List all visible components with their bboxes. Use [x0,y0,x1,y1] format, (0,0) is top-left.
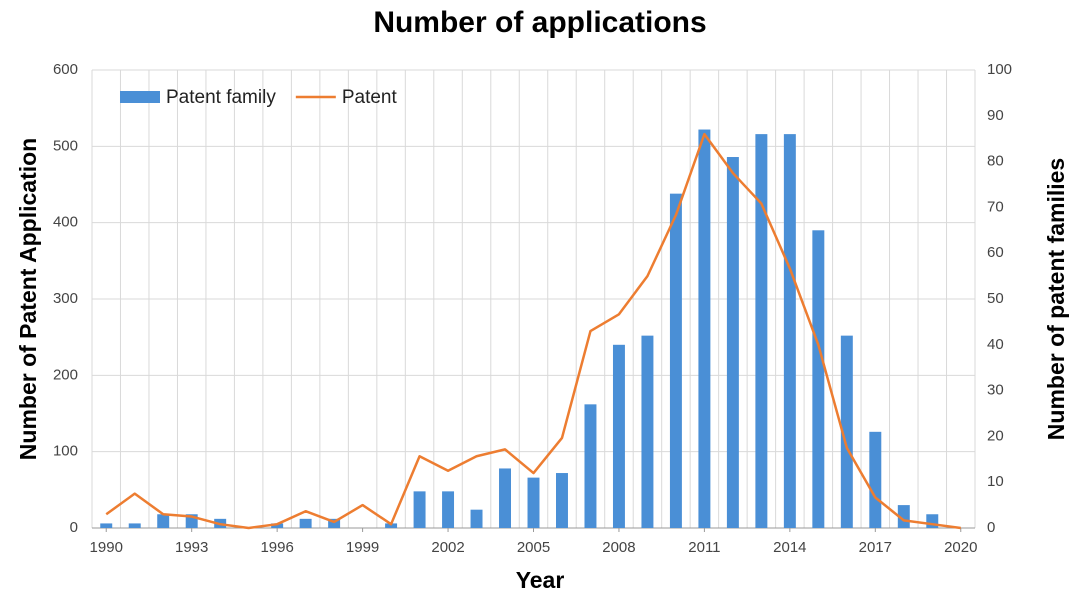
y2-tick-label: 50 [987,290,1004,307]
bar [413,491,426,528]
bar [669,193,682,528]
x-tick-label: 2020 [944,539,977,556]
bar [926,514,939,528]
y2-tick-label: 20 [987,427,1004,444]
y-tick-label: 400 [53,214,78,231]
y2-axis-title: Number of patent families [1043,158,1069,440]
x-tick-label: 2011 [688,539,720,556]
bar [840,335,853,528]
bar [442,491,455,528]
y2-tick-label: 10 [987,473,1004,490]
bar [385,523,398,528]
y-tick-label: 600 [53,61,78,78]
x-tick-label: 1999 [346,539,379,556]
x-tick-label: 2017 [859,539,892,556]
y-tick-label: 500 [53,137,78,154]
bar [698,129,711,529]
bar [271,523,284,528]
x-tick-label: 1993 [175,539,208,556]
x-tick-label: 2005 [517,539,550,556]
line [105,132,961,530]
y-tick-label: 100 [53,443,78,460]
y-axis-title: Number of Patent Application [15,138,41,460]
bar [641,335,654,528]
bar [726,157,739,528]
legend-label: Patent [342,87,398,108]
y2-tick-label: 30 [987,382,1004,399]
chart-title: Number of applications [373,6,706,39]
bar [527,477,540,528]
bar [897,505,910,528]
x-tick-label: 1990 [90,539,123,556]
y2-tick-label: 100 [987,61,1012,78]
bar [470,509,483,528]
y2-tick-label: 40 [987,336,1004,353]
legend-swatch [120,91,160,103]
bar [755,134,768,528]
y2-tick-label: 70 [987,198,1004,215]
bar [328,518,341,528]
y-tick-label: 200 [53,366,78,383]
bar [584,404,597,528]
bar [157,514,170,528]
bar [783,134,796,528]
x-tick-label: 2014 [773,539,806,556]
bar [299,518,312,528]
bar [869,431,882,528]
x-tick-label: 1996 [260,539,293,556]
x-axis-title: Year [516,567,565,593]
y2-tick-label: 90 [987,107,1004,124]
bar [556,473,568,528]
bar [612,344,625,528]
bar [128,523,141,528]
bar [185,514,198,528]
bar [812,230,825,529]
y-tick-label: 300 [53,290,78,307]
x-tick-label: 2008 [602,539,635,556]
x-tick-label: 2002 [431,539,464,556]
bar [100,523,113,528]
y-tick-label: 0 [70,519,78,536]
bar [499,468,511,528]
y2-tick-label: 80 [987,153,1004,170]
y2-tick-label: 0 [987,519,995,536]
legend-label: Patent family [166,87,276,108]
y2-tick-label: 60 [987,244,1004,261]
